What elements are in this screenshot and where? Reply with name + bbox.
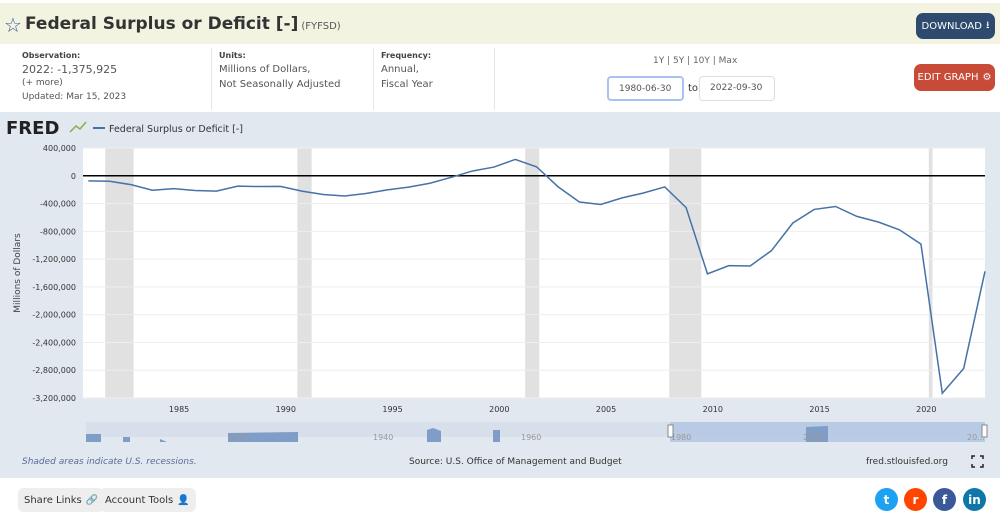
units-info: Units: Millions of Dollars, Not Seasonal…	[219, 51, 341, 90]
download-button[interactable]: DOWNLOAD ⭳	[916, 13, 995, 39]
series-id: (FYFSD)	[301, 21, 341, 32]
start-date-input[interactable]: 1980-06-30	[607, 76, 684, 101]
divider	[373, 48, 374, 110]
y-axis-label: Millions of Dollars	[13, 233, 23, 313]
navigator-label: 1920	[228, 433, 248, 442]
x-tick-label: 2020	[916, 405, 936, 414]
x-tick-label: 1985	[169, 405, 189, 414]
frequency-info: Frequency: Annual, Fiscal Year	[381, 51, 433, 90]
page-title: Federal Surplus or Deficit [-] (FYFSD)	[25, 14, 341, 34]
navigator-series	[86, 426, 828, 442]
fred-logo-icon	[69, 121, 87, 133]
y-tick-label: -800,000	[40, 227, 76, 236]
y-tick-label: -2,000,000	[32, 311, 76, 320]
y-tick-label: -2,800,000	[32, 366, 76, 375]
source-text: Source: U.S. Office of Management and Bu…	[409, 457, 622, 467]
star-icon[interactable]: ☆	[4, 13, 22, 37]
y-tick-label: -400,000	[40, 200, 76, 209]
recession-band	[669, 148, 702, 398]
y-tick-label: -1,200,000	[32, 255, 76, 264]
chart: FRED Federal Surplus or Deficit [-] 400,…	[6, 118, 988, 468]
fred-logo: FRED	[6, 118, 59, 139]
legend-label: Federal Surplus or Deficit [-]	[109, 124, 243, 135]
linkedin-icon[interactable]: in	[963, 488, 986, 511]
facebook-icon[interactable]: f	[933, 488, 956, 511]
y-tick-label: -2,400,000	[32, 338, 76, 347]
divider	[211, 48, 212, 110]
y-tick-label: -3,200,000	[32, 394, 76, 403]
navigator-label: 1940	[373, 433, 393, 442]
twitter-icon[interactable]: t	[875, 488, 898, 511]
reddit-icon[interactable]: r	[904, 488, 927, 511]
y-tick-label: 400,000	[43, 144, 76, 153]
x-tick-label: 2010	[703, 405, 723, 414]
navigator-right-handle[interactable]	[981, 424, 988, 438]
site-link[interactable]: fred.stlouisfed.org	[866, 457, 948, 467]
edit-graph-button[interactable]: EDIT GRAPH ⚙	[914, 64, 995, 91]
recession-band	[105, 148, 134, 398]
navigator-label: 20...	[967, 433, 985, 442]
user-icon: 👤	[177, 494, 190, 506]
navigator-label: 1980	[671, 433, 691, 442]
x-tick-label: 2005	[596, 405, 616, 414]
divider	[494, 48, 495, 110]
chart-panel: FRED Federal Surplus or Deficit [-] 400,…	[0, 112, 1000, 478]
x-tick-label: 1995	[382, 405, 402, 414]
navigator-label: 1960	[521, 433, 541, 442]
more-link[interactable]: (+ more)	[22, 78, 63, 88]
gear-icon: ⚙	[982, 72, 992, 83]
recession-note: Shaded areas indicate U.S. recessions.	[22, 457, 197, 467]
x-tick-label: 2000	[489, 405, 509, 414]
x-tick-label: 1990	[276, 405, 296, 414]
y-tick-label: -1,600,000	[32, 283, 76, 292]
x-tick-label: 2015	[809, 405, 829, 414]
end-date-input[interactable]: 2022-09-30	[699, 76, 775, 101]
navigator-left-handle[interactable]	[667, 424, 674, 438]
y-tick-label: 0	[71, 172, 76, 181]
observation-info: Observation: 2022: -1,375,925 (+ more) U…	[22, 51, 127, 102]
series-header: ☆ Federal Surplus or Deficit [-] (FYFSD) …	[0, 3, 1000, 44]
download-icon: ⭳	[985, 19, 990, 31]
series-line	[88, 158, 986, 396]
recession-band	[928, 148, 933, 398]
recession-band	[297, 148, 312, 398]
navigator-label: 2000	[803, 433, 823, 442]
account-tools-button[interactable]: Account Tools 👤	[99, 488, 196, 512]
link-icon: 🔗	[85, 494, 99, 506]
recession-band	[525, 148, 540, 398]
share-links-button[interactable]: Share Links 🔗	[18, 488, 105, 512]
range-presets[interactable]: 1Y | 5Y | 10Y | Max	[653, 56, 738, 66]
fullscreen-icon[interactable]	[971, 455, 984, 468]
